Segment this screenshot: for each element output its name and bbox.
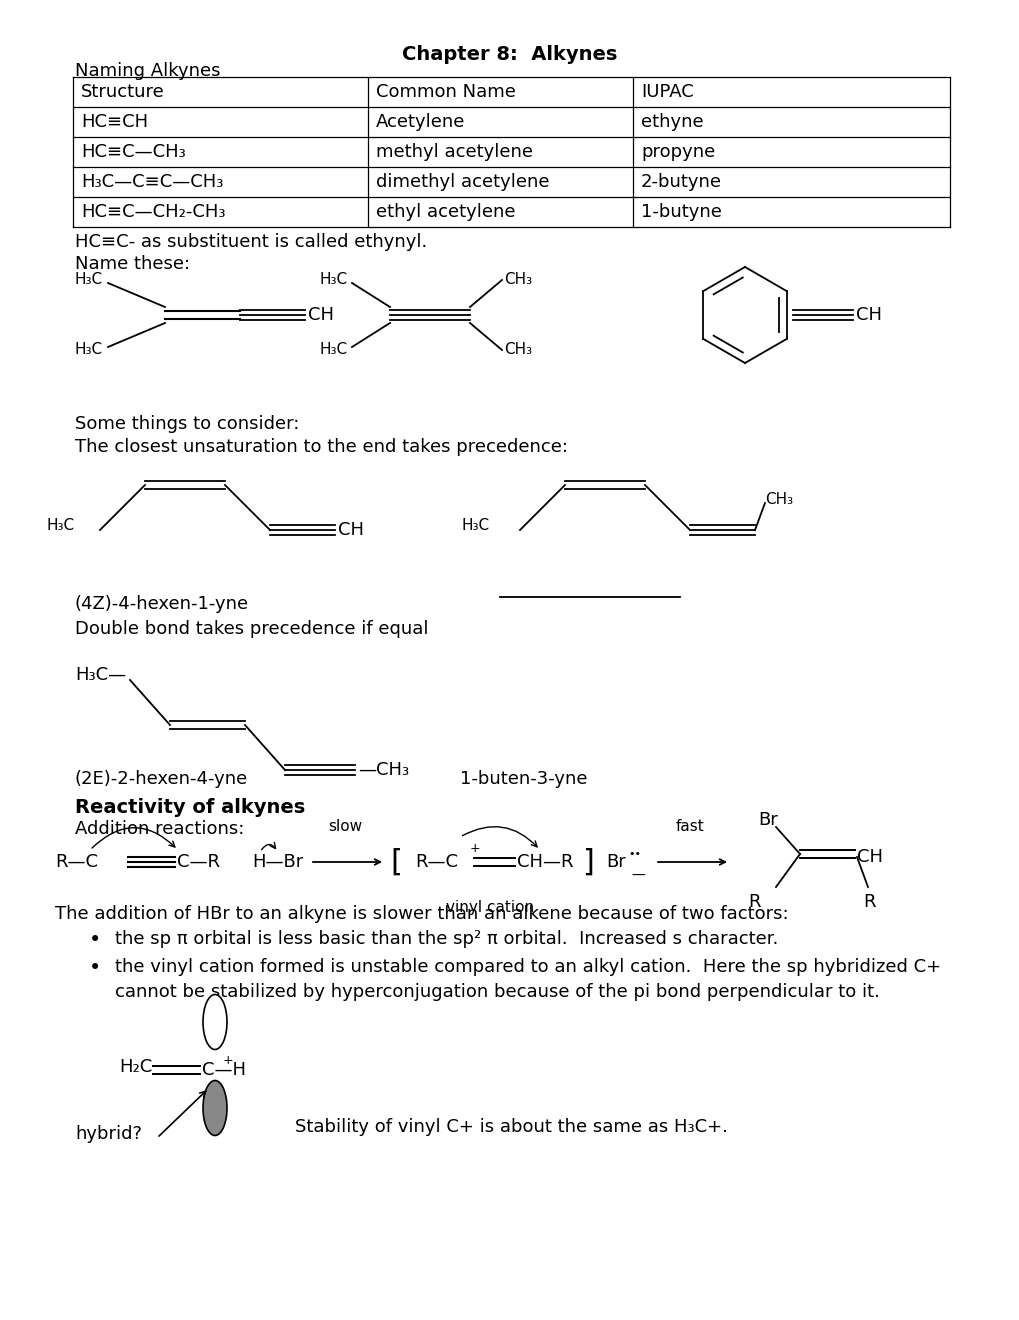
Text: H₃C—: H₃C— [75, 667, 126, 684]
Text: C—R: C—R [177, 853, 220, 871]
Text: 1-butyne: 1-butyne [640, 203, 721, 220]
Text: the vinyl cation formed is unstable compared to an alkyl cation.  Here the sp hy: the vinyl cation formed is unstable comp… [115, 958, 941, 975]
Text: The addition of HBr to an alkyne is slower than an alkene because of two factors: The addition of HBr to an alkyne is slow… [55, 906, 788, 923]
Ellipse shape [203, 1081, 227, 1135]
Text: ethyne: ethyne [640, 114, 703, 131]
Text: •: • [89, 958, 101, 978]
Text: H₃C: H₃C [462, 517, 489, 532]
Text: ethyl acetylene: ethyl acetylene [376, 203, 515, 220]
Text: ]: ] [582, 847, 593, 876]
Text: CH: CH [337, 521, 364, 539]
Text: CH₃: CH₃ [764, 492, 793, 507]
Text: HC≡C—CH₃: HC≡C—CH₃ [81, 143, 185, 161]
Text: CH—R: CH—R [517, 853, 573, 871]
Text: fast: fast [675, 818, 704, 834]
Text: Br: Br [757, 810, 777, 829]
Text: —CH₃: —CH₃ [358, 762, 409, 779]
Text: Double bond takes precedence if equal: Double bond takes precedence if equal [75, 620, 428, 638]
Text: H₃C: H₃C [320, 342, 347, 358]
Text: dimethyl acetylene: dimethyl acetylene [376, 173, 549, 191]
Text: IUPAC: IUPAC [640, 83, 693, 102]
Text: Acetylene: Acetylene [376, 114, 465, 131]
Text: H₂C: H₂C [119, 1059, 153, 1076]
Text: Naming Alkynes: Naming Alkynes [75, 62, 220, 81]
Text: The closest unsaturation to the end takes precedence:: The closest unsaturation to the end take… [75, 438, 568, 455]
Text: R: R [748, 894, 760, 911]
Text: vinyl cation: vinyl cation [445, 900, 534, 915]
Text: CH: CH [855, 306, 881, 323]
Text: 2-butyne: 2-butyne [640, 173, 721, 191]
Text: [: [ [389, 847, 401, 876]
Text: hybrid?: hybrid? [75, 1125, 142, 1143]
Text: Addition reactions:: Addition reactions: [75, 820, 245, 838]
Text: HC≡C- as substituent is called ethynyl.: HC≡C- as substituent is called ethynyl. [75, 234, 427, 251]
Text: H₃C: H₃C [75, 342, 103, 358]
Text: Common Name: Common Name [376, 83, 516, 102]
Text: H₃C: H₃C [75, 272, 103, 288]
Text: cannot be stabilized by hyperconjugation because of the pi bond perpendicular to: cannot be stabilized by hyperconjugation… [115, 983, 879, 1001]
Text: —: — [631, 869, 644, 883]
Text: •: • [89, 931, 101, 950]
Text: HC≡C—CH₂-CH₃: HC≡C—CH₂-CH₃ [81, 203, 225, 220]
Text: Structure: Structure [81, 83, 165, 102]
Text: H₃C: H₃C [320, 272, 347, 288]
Text: CH: CH [308, 306, 333, 323]
Text: +: + [470, 842, 480, 854]
Text: Name these:: Name these: [75, 255, 190, 273]
Text: R—C: R—C [55, 853, 98, 871]
Text: ••: •• [628, 849, 641, 859]
Text: CH₃: CH₃ [503, 272, 532, 288]
Text: Chapter 8:  Alkynes: Chapter 8: Alkynes [401, 45, 618, 63]
Text: H—Br: H—Br [252, 853, 303, 871]
Text: Reactivity of alkynes: Reactivity of alkynes [75, 799, 305, 817]
Text: R—C: R—C [415, 853, 458, 871]
Text: R: R [863, 894, 875, 911]
Text: 1-buten-3-yne: 1-buten-3-yne [460, 770, 587, 788]
Text: +: + [223, 1053, 233, 1067]
Text: HC≡CH: HC≡CH [81, 114, 148, 131]
Text: C—H: C—H [202, 1061, 246, 1078]
Text: Br: Br [605, 853, 625, 871]
Text: (2E)-2-hexen-4-yne: (2E)-2-hexen-4-yne [75, 770, 248, 788]
Text: Some things to consider:: Some things to consider: [75, 414, 300, 433]
Text: H₃C: H₃C [47, 517, 75, 532]
Text: (4Z)-4-hexen-1-yne: (4Z)-4-hexen-1-yne [75, 595, 249, 612]
Text: H₃C—C≡C—CH₃: H₃C—C≡C—CH₃ [81, 173, 223, 191]
Text: slow: slow [328, 818, 362, 834]
Ellipse shape [203, 994, 227, 1049]
Text: CH: CH [856, 847, 882, 866]
Text: CH₃: CH₃ [503, 342, 532, 358]
Text: propyne: propyne [640, 143, 714, 161]
Text: methyl acetylene: methyl acetylene [376, 143, 533, 161]
Text: Stability of vinyl C+ is about the same as H₃C+.: Stability of vinyl C+ is about the same … [294, 1118, 728, 1137]
Text: the sp π orbital is less basic than the sp² π orbital.  Increased s character.: the sp π orbital is less basic than the … [115, 931, 777, 948]
